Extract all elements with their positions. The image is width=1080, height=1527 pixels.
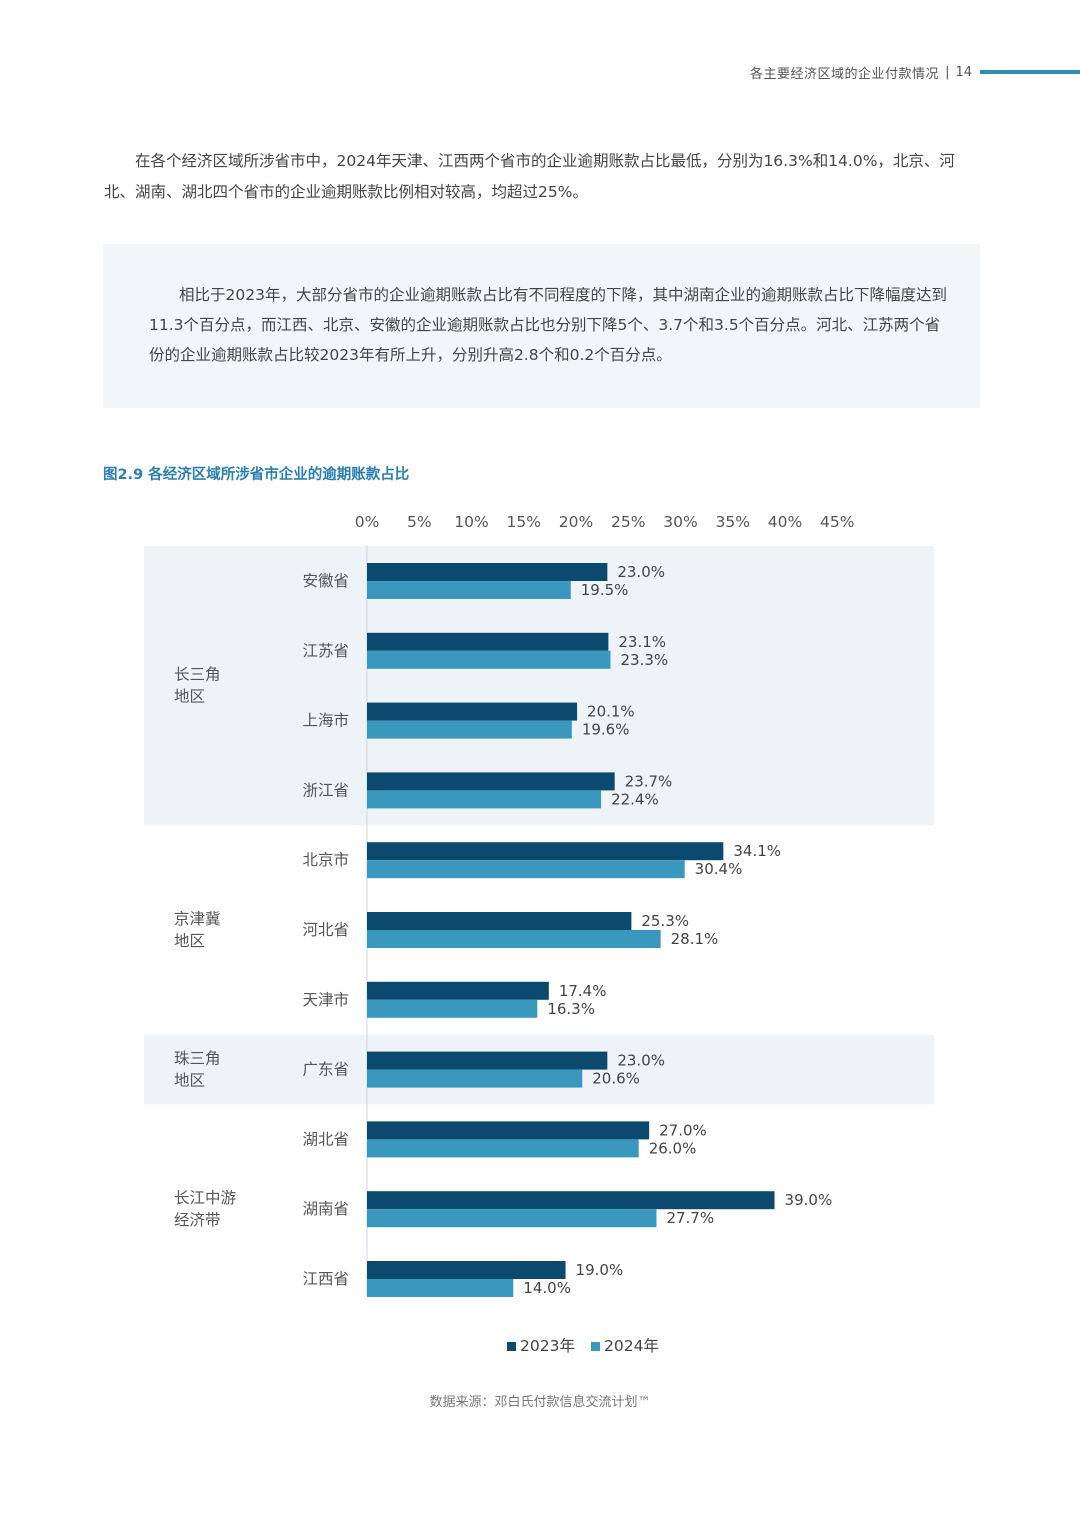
bar-2024	[367, 650, 611, 669]
callout-box: 相比于2023年，大部分省市的企业逾期账款占比有不同程度的下降，其中湖南企业的逾…	[103, 244, 980, 408]
bar-value-label: 26.0%	[649, 1139, 697, 1157]
bar-value-label: 19.6%	[582, 721, 630, 739]
legend-label: 2024年	[604, 1337, 659, 1355]
category-label: 浙江省	[302, 781, 349, 799]
bar-2023	[367, 912, 632, 930]
header-accent-bar	[980, 70, 1080, 74]
x-tick-label: 15%	[507, 513, 541, 531]
category-label: 江苏省	[302, 642, 349, 660]
category-label: 上海市	[302, 712, 349, 730]
bar-2023	[367, 563, 608, 581]
bar-2023	[367, 1121, 650, 1140]
section-title: 各主要经济区域的企业付款情况	[750, 66, 940, 82]
bar-value-label: 19.5%	[581, 581, 629, 599]
group-label: 长江中游	[174, 1189, 236, 1207]
bar-value-label: 23.7%	[625, 772, 673, 790]
bar-2024	[367, 1279, 514, 1297]
legend-swatch	[591, 1342, 600, 1351]
bar-2023	[367, 1051, 608, 1070]
bar-2024	[367, 1139, 639, 1158]
group-label: 地区	[174, 688, 205, 706]
group-label: 长三角	[174, 666, 221, 684]
bar-2023	[367, 1261, 566, 1279]
bar-value-label: 27.7%	[666, 1209, 714, 1227]
bar-value-label: 20.6%	[592, 1070, 640, 1088]
page-header: 各主要经济区域的企业付款情况 | 14	[750, 62, 1080, 82]
bar-2023	[367, 772, 615, 791]
bar-value-label: 30.4%	[695, 860, 743, 878]
legend-label: 2023年	[520, 1337, 575, 1355]
bar-2024	[367, 720, 572, 739]
group-label: 地区	[174, 1072, 205, 1090]
data-source-note: 数据来源：邓白氏付款信息交流计划™	[429, 1395, 651, 1410]
x-tick-label: 40%	[768, 513, 802, 531]
bar-2023	[367, 702, 578, 721]
category-label: 北京市	[302, 851, 349, 869]
body-paragraph: 在各个经济区域所涉省市中，2024年天津、江西两个省市的企业逾期账款占比最低，分…	[104, 152, 955, 201]
x-tick-label: 20%	[559, 513, 593, 531]
bar-value-label: 28.1%	[671, 930, 719, 948]
bar-value-label: 19.0%	[576, 1261, 624, 1279]
bar-value-label: 14.0%	[523, 1279, 571, 1297]
bar-2024	[367, 581, 571, 599]
bar-2023	[367, 842, 724, 861]
x-tick-label: 25%	[611, 513, 645, 531]
category-label: 安徽省	[302, 572, 349, 590]
bar-2024	[367, 1069, 583, 1088]
bar-value-label: 34.1%	[733, 842, 781, 860]
category-label: 广东省	[302, 1061, 349, 1079]
bar-value-label: 25.3%	[641, 912, 689, 930]
x-tick-label: 0%	[355, 513, 380, 531]
bar-value-label: 23.3%	[620, 651, 668, 669]
header-separator: |	[945, 64, 950, 80]
bar-value-label: 16.3%	[547, 1000, 595, 1018]
bar-2024	[367, 930, 661, 948]
bar-2024	[367, 860, 685, 879]
bar-value-label: 23.0%	[617, 563, 665, 581]
x-tick-label: 10%	[454, 513, 488, 531]
group-label: 京津冀	[174, 910, 221, 928]
bar-2023	[367, 632, 609, 651]
bar-2024	[367, 790, 602, 809]
bar-2023	[367, 1191, 775, 1210]
x-tick-label: 5%	[407, 513, 432, 531]
group-label: 经济带	[174, 1211, 221, 1229]
callout-text: 相比于2023年，大部分省市的企业逾期账款占比有不同程度的下降，其中湖南企业的逾…	[149, 286, 947, 364]
bar-value-label: 23.1%	[618, 633, 666, 651]
bar-2024	[367, 999, 538, 1018]
figure-title: 图2.9 各经济区域所涉省市企业的逾期账款占比	[103, 467, 410, 483]
bar-2023	[367, 981, 549, 1000]
category-label: 江西省	[302, 1270, 349, 1288]
bar-value-label: 22.4%	[611, 790, 659, 808]
category-label: 天津市	[302, 991, 349, 1009]
bar-value-label: 39.0%	[785, 1191, 833, 1209]
bar-2024	[367, 1209, 657, 1228]
legend-swatch	[507, 1342, 516, 1351]
category-label: 湖南省	[302, 1200, 349, 1218]
x-tick-label: 45%	[820, 513, 854, 531]
group-label: 地区	[174, 932, 205, 950]
page-number: 14	[955, 64, 972, 80]
bar-value-label: 20.1%	[587, 703, 635, 721]
bar-value-label: 23.0%	[617, 1052, 665, 1070]
category-label: 河北省	[302, 921, 349, 939]
x-tick-label: 35%	[716, 513, 750, 531]
bar-value-label: 27.0%	[659, 1121, 707, 1139]
bar-value-label: 17.4%	[559, 982, 607, 1000]
x-tick-label: 30%	[663, 513, 697, 531]
group-label: 珠三角	[174, 1050, 221, 1068]
category-label: 湖北省	[302, 1130, 349, 1148]
